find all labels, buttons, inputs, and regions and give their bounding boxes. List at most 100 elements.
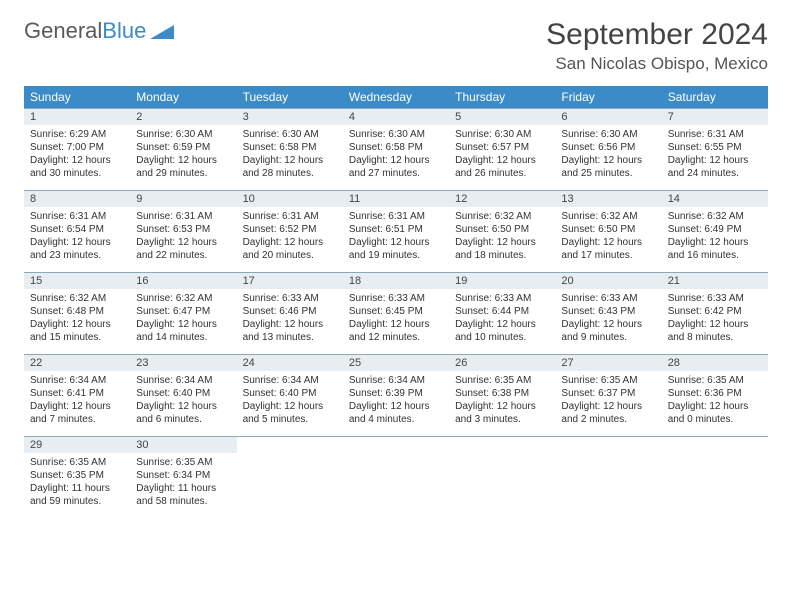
day-header: Sunday [24, 86, 130, 109]
day-details: Sunrise: 6:31 AMSunset: 6:51 PMDaylight:… [343, 207, 449, 272]
calendar-cell: . [662, 437, 768, 519]
calendar-cell: 2Sunrise: 6:30 AMSunset: 6:59 PMDaylight… [130, 109, 236, 191]
day-number: 27 [555, 355, 661, 371]
calendar-cell: 8Sunrise: 6:31 AMSunset: 6:54 PMDaylight… [24, 191, 130, 273]
calendar-cell: 9Sunrise: 6:31 AMSunset: 6:53 PMDaylight… [130, 191, 236, 273]
day-number: 13 [555, 191, 661, 207]
day-number: 16 [130, 273, 236, 289]
day-header: Tuesday [237, 86, 343, 109]
day-details: Sunrise: 6:35 AMSunset: 6:36 PMDaylight:… [662, 371, 768, 436]
day-details: Sunrise: 6:32 AMSunset: 6:49 PMDaylight:… [662, 207, 768, 272]
day-details: Sunrise: 6:33 AMSunset: 6:45 PMDaylight:… [343, 289, 449, 354]
day-header: Thursday [449, 86, 555, 109]
day-header: Monday [130, 86, 236, 109]
day-details: Sunrise: 6:34 AMSunset: 6:40 PMDaylight:… [237, 371, 343, 436]
day-number: 12 [449, 191, 555, 207]
calendar-week: 15Sunrise: 6:32 AMSunset: 6:48 PMDayligh… [24, 273, 768, 355]
day-number: 24 [237, 355, 343, 371]
calendar-cell: 25Sunrise: 6:34 AMSunset: 6:39 PMDayligh… [343, 355, 449, 437]
header: GeneralBlue September 2024 San Nicolas O… [24, 18, 768, 74]
calendar-cell: . [449, 437, 555, 519]
day-number: 11 [343, 191, 449, 207]
day-details: Sunrise: 6:33 AMSunset: 6:42 PMDaylight:… [662, 289, 768, 354]
day-details: Sunrise: 6:29 AMSunset: 7:00 PMDaylight:… [24, 125, 130, 190]
calendar-cell: 27Sunrise: 6:35 AMSunset: 6:37 PMDayligh… [555, 355, 661, 437]
day-header: Wednesday [343, 86, 449, 109]
calendar-cell: 1Sunrise: 6:29 AMSunset: 7:00 PMDaylight… [24, 109, 130, 191]
day-number: 26 [449, 355, 555, 371]
calendar-cell: . [555, 437, 661, 519]
day-details: Sunrise: 6:32 AMSunset: 6:47 PMDaylight:… [130, 289, 236, 354]
day-details: Sunrise: 6:32 AMSunset: 6:48 PMDaylight:… [24, 289, 130, 354]
day-details: Sunrise: 6:32 AMSunset: 6:50 PMDaylight:… [449, 207, 555, 272]
day-details: Sunrise: 6:35 AMSunset: 6:35 PMDaylight:… [24, 453, 130, 518]
calendar-cell: 13Sunrise: 6:32 AMSunset: 6:50 PMDayligh… [555, 191, 661, 273]
day-number: 3 [237, 109, 343, 125]
day-header: Friday [555, 86, 661, 109]
day-details: Sunrise: 6:34 AMSunset: 6:41 PMDaylight:… [24, 371, 130, 436]
calendar-cell: 14Sunrise: 6:32 AMSunset: 6:49 PMDayligh… [662, 191, 768, 273]
calendar-cell: 24Sunrise: 6:34 AMSunset: 6:40 PMDayligh… [237, 355, 343, 437]
day-details: Sunrise: 6:35 AMSunset: 6:34 PMDaylight:… [130, 453, 236, 518]
day-number: 10 [237, 191, 343, 207]
day-number: 5 [449, 109, 555, 125]
day-details: Sunrise: 6:31 AMSunset: 6:53 PMDaylight:… [130, 207, 236, 272]
day-details: Sunrise: 6:30 AMSunset: 6:59 PMDaylight:… [130, 125, 236, 190]
day-details: Sunrise: 6:32 AMSunset: 6:50 PMDaylight:… [555, 207, 661, 272]
day-details: Sunrise: 6:31 AMSunset: 6:52 PMDaylight:… [237, 207, 343, 272]
day-details: Sunrise: 6:33 AMSunset: 6:43 PMDaylight:… [555, 289, 661, 354]
day-details: Sunrise: 6:30 AMSunset: 6:56 PMDaylight:… [555, 125, 661, 190]
calendar-cell: 30Sunrise: 6:35 AMSunset: 6:34 PMDayligh… [130, 437, 236, 519]
location: San Nicolas Obispo, Mexico [546, 54, 768, 74]
calendar-cell: 6Sunrise: 6:30 AMSunset: 6:56 PMDaylight… [555, 109, 661, 191]
calendar-cell: 21Sunrise: 6:33 AMSunset: 6:42 PMDayligh… [662, 273, 768, 355]
calendar-cell: 5Sunrise: 6:30 AMSunset: 6:57 PMDaylight… [449, 109, 555, 191]
day-details: Sunrise: 6:31 AMSunset: 6:54 PMDaylight:… [24, 207, 130, 272]
day-number: 18 [343, 273, 449, 289]
day-details: Sunrise: 6:33 AMSunset: 6:44 PMDaylight:… [449, 289, 555, 354]
day-number: 1 [24, 109, 130, 125]
day-number: 30 [130, 437, 236, 453]
calendar-week: 8Sunrise: 6:31 AMSunset: 6:54 PMDaylight… [24, 191, 768, 273]
day-number: 25 [343, 355, 449, 371]
day-number: 29 [24, 437, 130, 453]
day-number: 15 [24, 273, 130, 289]
day-number: 23 [130, 355, 236, 371]
day-number: 14 [662, 191, 768, 207]
day-number: 4 [343, 109, 449, 125]
day-number: 9 [130, 191, 236, 207]
calendar-cell: 11Sunrise: 6:31 AMSunset: 6:51 PMDayligh… [343, 191, 449, 273]
day-number: 8 [24, 191, 130, 207]
day-details: Sunrise: 6:34 AMSunset: 6:40 PMDaylight:… [130, 371, 236, 436]
calendar-cell: 17Sunrise: 6:33 AMSunset: 6:46 PMDayligh… [237, 273, 343, 355]
calendar: Sunday Monday Tuesday Wednesday Thursday… [24, 86, 768, 518]
day-number: 22 [24, 355, 130, 371]
day-number: 7 [662, 109, 768, 125]
day-number: 20 [555, 273, 661, 289]
day-details: Sunrise: 6:35 AMSunset: 6:38 PMDaylight:… [449, 371, 555, 436]
calendar-cell: . [237, 437, 343, 519]
day-header-row: Sunday Monday Tuesday Wednesday Thursday… [24, 86, 768, 109]
calendar-cell: 29Sunrise: 6:35 AMSunset: 6:35 PMDayligh… [24, 437, 130, 519]
calendar-cell: 16Sunrise: 6:32 AMSunset: 6:47 PMDayligh… [130, 273, 236, 355]
day-details: Sunrise: 6:33 AMSunset: 6:46 PMDaylight:… [237, 289, 343, 354]
calendar-cell: 19Sunrise: 6:33 AMSunset: 6:44 PMDayligh… [449, 273, 555, 355]
calendar-cell: 7Sunrise: 6:31 AMSunset: 6:55 PMDaylight… [662, 109, 768, 191]
calendar-cell: 28Sunrise: 6:35 AMSunset: 6:36 PMDayligh… [662, 355, 768, 437]
logo-word2: Blue [102, 18, 146, 44]
calendar-cell: . [343, 437, 449, 519]
day-number: 19 [449, 273, 555, 289]
calendar-week: 29Sunrise: 6:35 AMSunset: 6:35 PMDayligh… [24, 437, 768, 519]
logo-word1: General [24, 18, 102, 44]
logo: GeneralBlue [24, 18, 174, 44]
day-number: 21 [662, 273, 768, 289]
calendar-cell: 3Sunrise: 6:30 AMSunset: 6:58 PMDaylight… [237, 109, 343, 191]
day-number: 2 [130, 109, 236, 125]
calendar-cell: 23Sunrise: 6:34 AMSunset: 6:40 PMDayligh… [130, 355, 236, 437]
day-header: Saturday [662, 86, 768, 109]
day-details: Sunrise: 6:31 AMSunset: 6:55 PMDaylight:… [662, 125, 768, 190]
day-number: 28 [662, 355, 768, 371]
title-block: September 2024 San Nicolas Obispo, Mexic… [546, 18, 768, 74]
calendar-cell: 20Sunrise: 6:33 AMSunset: 6:43 PMDayligh… [555, 273, 661, 355]
day-details: Sunrise: 6:30 AMSunset: 6:58 PMDaylight:… [343, 125, 449, 190]
